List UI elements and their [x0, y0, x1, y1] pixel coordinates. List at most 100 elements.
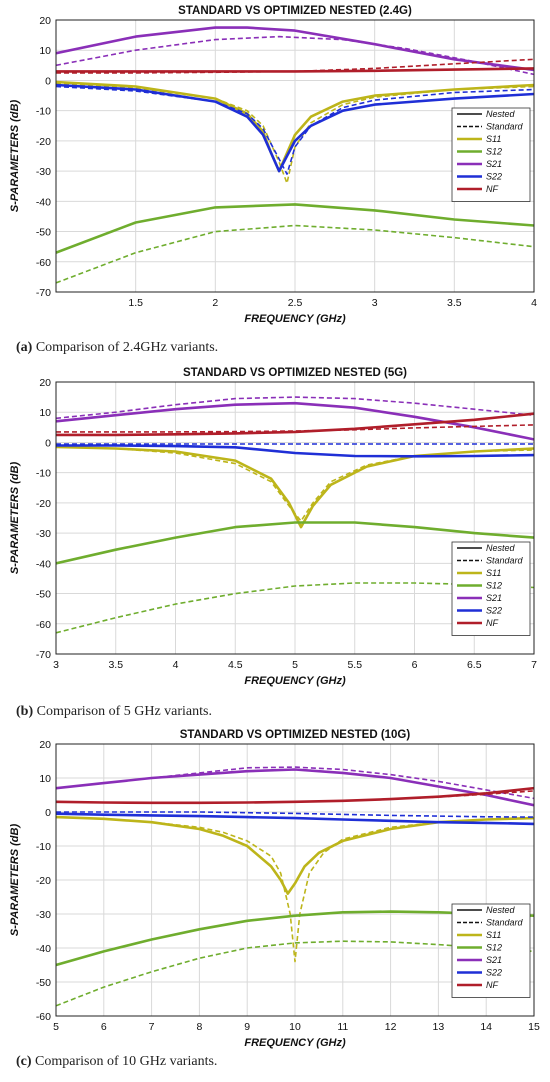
legend-label-s12: S12 [486, 147, 502, 157]
x-tick-label: 7 [149, 1021, 155, 1033]
y-tick-label: -20 [36, 136, 51, 148]
legend-label-s22: S22 [486, 606, 502, 616]
x-tick-label: 9 [244, 1021, 250, 1033]
x-tick-label: 1.5 [128, 297, 143, 309]
y-tick-label: -40 [36, 943, 51, 955]
x-tick-label: 4.5 [228, 659, 243, 671]
y-axis-label: S-PARAMETERS (dB) [9, 100, 21, 213]
series-nf-nested [56, 67, 534, 73]
legend-label-s11: S11 [486, 134, 501, 144]
chart-panel-a: STANDARD VS OPTIMIZED NESTED (2.4G) 1.5 2 2… [0, 0, 550, 360]
x-tick-label: 6.5 [467, 659, 482, 671]
legend-label-standard: Standard [486, 918, 524, 928]
chart-title: STANDARD VS OPTIMIZED NESTED (2.4G) [178, 5, 412, 17]
x-tick-label: 5 [53, 1021, 59, 1033]
x-tick-label: 10 [289, 1021, 301, 1033]
y-tick-label: -70 [36, 287, 51, 299]
y-tick-label: -60 [36, 257, 51, 269]
series-s21-nested [56, 401, 534, 441]
y-tick-label: -30 [36, 166, 51, 178]
x-tick-label: 11 [337, 1021, 348, 1033]
y-axis-label: S-PARAMETERS (dB) [9, 824, 21, 937]
legend-box [451, 107, 531, 202]
x-tick-label: 8 [196, 1021, 202, 1033]
legend-label-nested: Nested [486, 543, 516, 553]
caption-b: (b) Comparison of 5 GHz variants. [16, 704, 212, 719]
y-tick-label: -40 [36, 558, 51, 570]
y-tick-label: 20 [39, 15, 51, 27]
x-tick-label: 5 [292, 659, 298, 671]
x-tick-label: 6 [412, 659, 418, 671]
axes-box [55, 19, 535, 293]
y-tick-label: -50 [36, 977, 51, 989]
y-tick-label: -20 [36, 875, 51, 887]
y-tick-label: -20 [36, 498, 51, 510]
series-s21-nested [56, 26, 534, 72]
axes-box [55, 743, 535, 1017]
chart-panel-c: STANDARD VS OPTIMIZED NESTED (10G) 5 6 7 8 9 1… [0, 724, 550, 1082]
legend-label-s21: S21 [486, 955, 502, 965]
y-tick-label: -50 [36, 227, 51, 239]
legend-label-nf: NF [486, 184, 498, 194]
series-s21-standard [56, 35, 534, 76]
series-s11-standard [56, 816, 534, 963]
y-tick-label: -50 [36, 589, 51, 601]
series-s12-nested [56, 521, 534, 565]
y-tick-label: -30 [36, 528, 51, 540]
legend-label-s22: S22 [486, 172, 502, 182]
chart-title: STANDARD VS OPTIMIZED NESTED (5G) [183, 367, 407, 379]
legend-label-s22: S22 [486, 968, 502, 978]
series-group [56, 26, 534, 284]
chart-panel-b: STANDARD VS OPTIMIZED NESTED (5G) 3 3.5 4 4.… [0, 362, 550, 722]
x-tick-label: 4 [173, 659, 179, 671]
chart-10g: STANDARD VS OPTIMIZED NESTED (10G) 5 6 7 8 9 1… [9, 729, 540, 1049]
legend-label-standard: Standard [486, 556, 524, 566]
legend-label-nf: NF [486, 980, 498, 990]
y-tick-label: -40 [36, 196, 51, 208]
series-s12-standard [56, 940, 534, 1007]
y-tick-label: -70 [36, 649, 51, 661]
legend-label-s12: S12 [486, 943, 502, 953]
y-tick-label: 0 [45, 807, 51, 819]
x-tick-label: 6 [101, 1021, 107, 1033]
chart-5g: STANDARD VS OPTIMIZED NESTED (5G) 3 3.5 4 4.… [9, 367, 537, 687]
y-tick-label: 10 [39, 773, 51, 785]
x-tick-label: 3 [372, 297, 378, 309]
series-s22-standard [56, 85, 534, 175]
y-tick-label: 10 [39, 45, 51, 57]
chart-2-4g: STANDARD VS OPTIMIZED NESTED (2.4G) 1.5 2 2… [9, 5, 537, 325]
y-tick-label: -10 [36, 841, 51, 853]
y-tick-label: -60 [36, 1011, 51, 1023]
y-tick-label: -10 [36, 468, 51, 480]
x-tick-label: 4 [531, 297, 537, 309]
caption-c: (c) Comparison of 10 GHz variants. [16, 1054, 218, 1069]
x-tick-label: 12 [385, 1021, 397, 1033]
legend: Nested Standard S11 S12 S21 S22 NF [451, 903, 531, 998]
legend-label-nested: Nested [486, 905, 516, 915]
x-tick-label: 2.5 [288, 297, 303, 309]
legend: Nested Standard S11 S12 S21 S22 NF [451, 107, 531, 202]
legend-label-nested: Nested [486, 109, 516, 119]
legend-label-s21: S21 [486, 159, 502, 169]
x-axis-label: FREQUENCY (GHz) [244, 675, 346, 687]
x-tick-label: 2 [212, 297, 218, 309]
series-s11-standard [56, 82, 534, 184]
legend-label-nf: NF [486, 618, 498, 628]
series-s21-standard [56, 396, 534, 420]
y-tick-label: 0 [45, 75, 51, 87]
series-s11-nested [56, 815, 534, 895]
legend-box [451, 541, 531, 636]
series-group [56, 766, 534, 1007]
x-tick-label: 7 [531, 659, 537, 671]
series-nf-nested [56, 412, 534, 437]
series-s22-nested [56, 83, 534, 173]
y-axis-label: S-PARAMETERS (dB) [9, 462, 21, 575]
y-tick-label: 10 [39, 407, 51, 419]
y-tick-label: -30 [36, 909, 51, 921]
y-tick-label: -60 [36, 619, 51, 631]
x-tick-label: 13 [433, 1021, 445, 1033]
series-s21-standard [56, 766, 534, 800]
y-tick-label: 20 [39, 377, 51, 389]
axes-box [55, 381, 535, 655]
legend-box [451, 903, 531, 998]
